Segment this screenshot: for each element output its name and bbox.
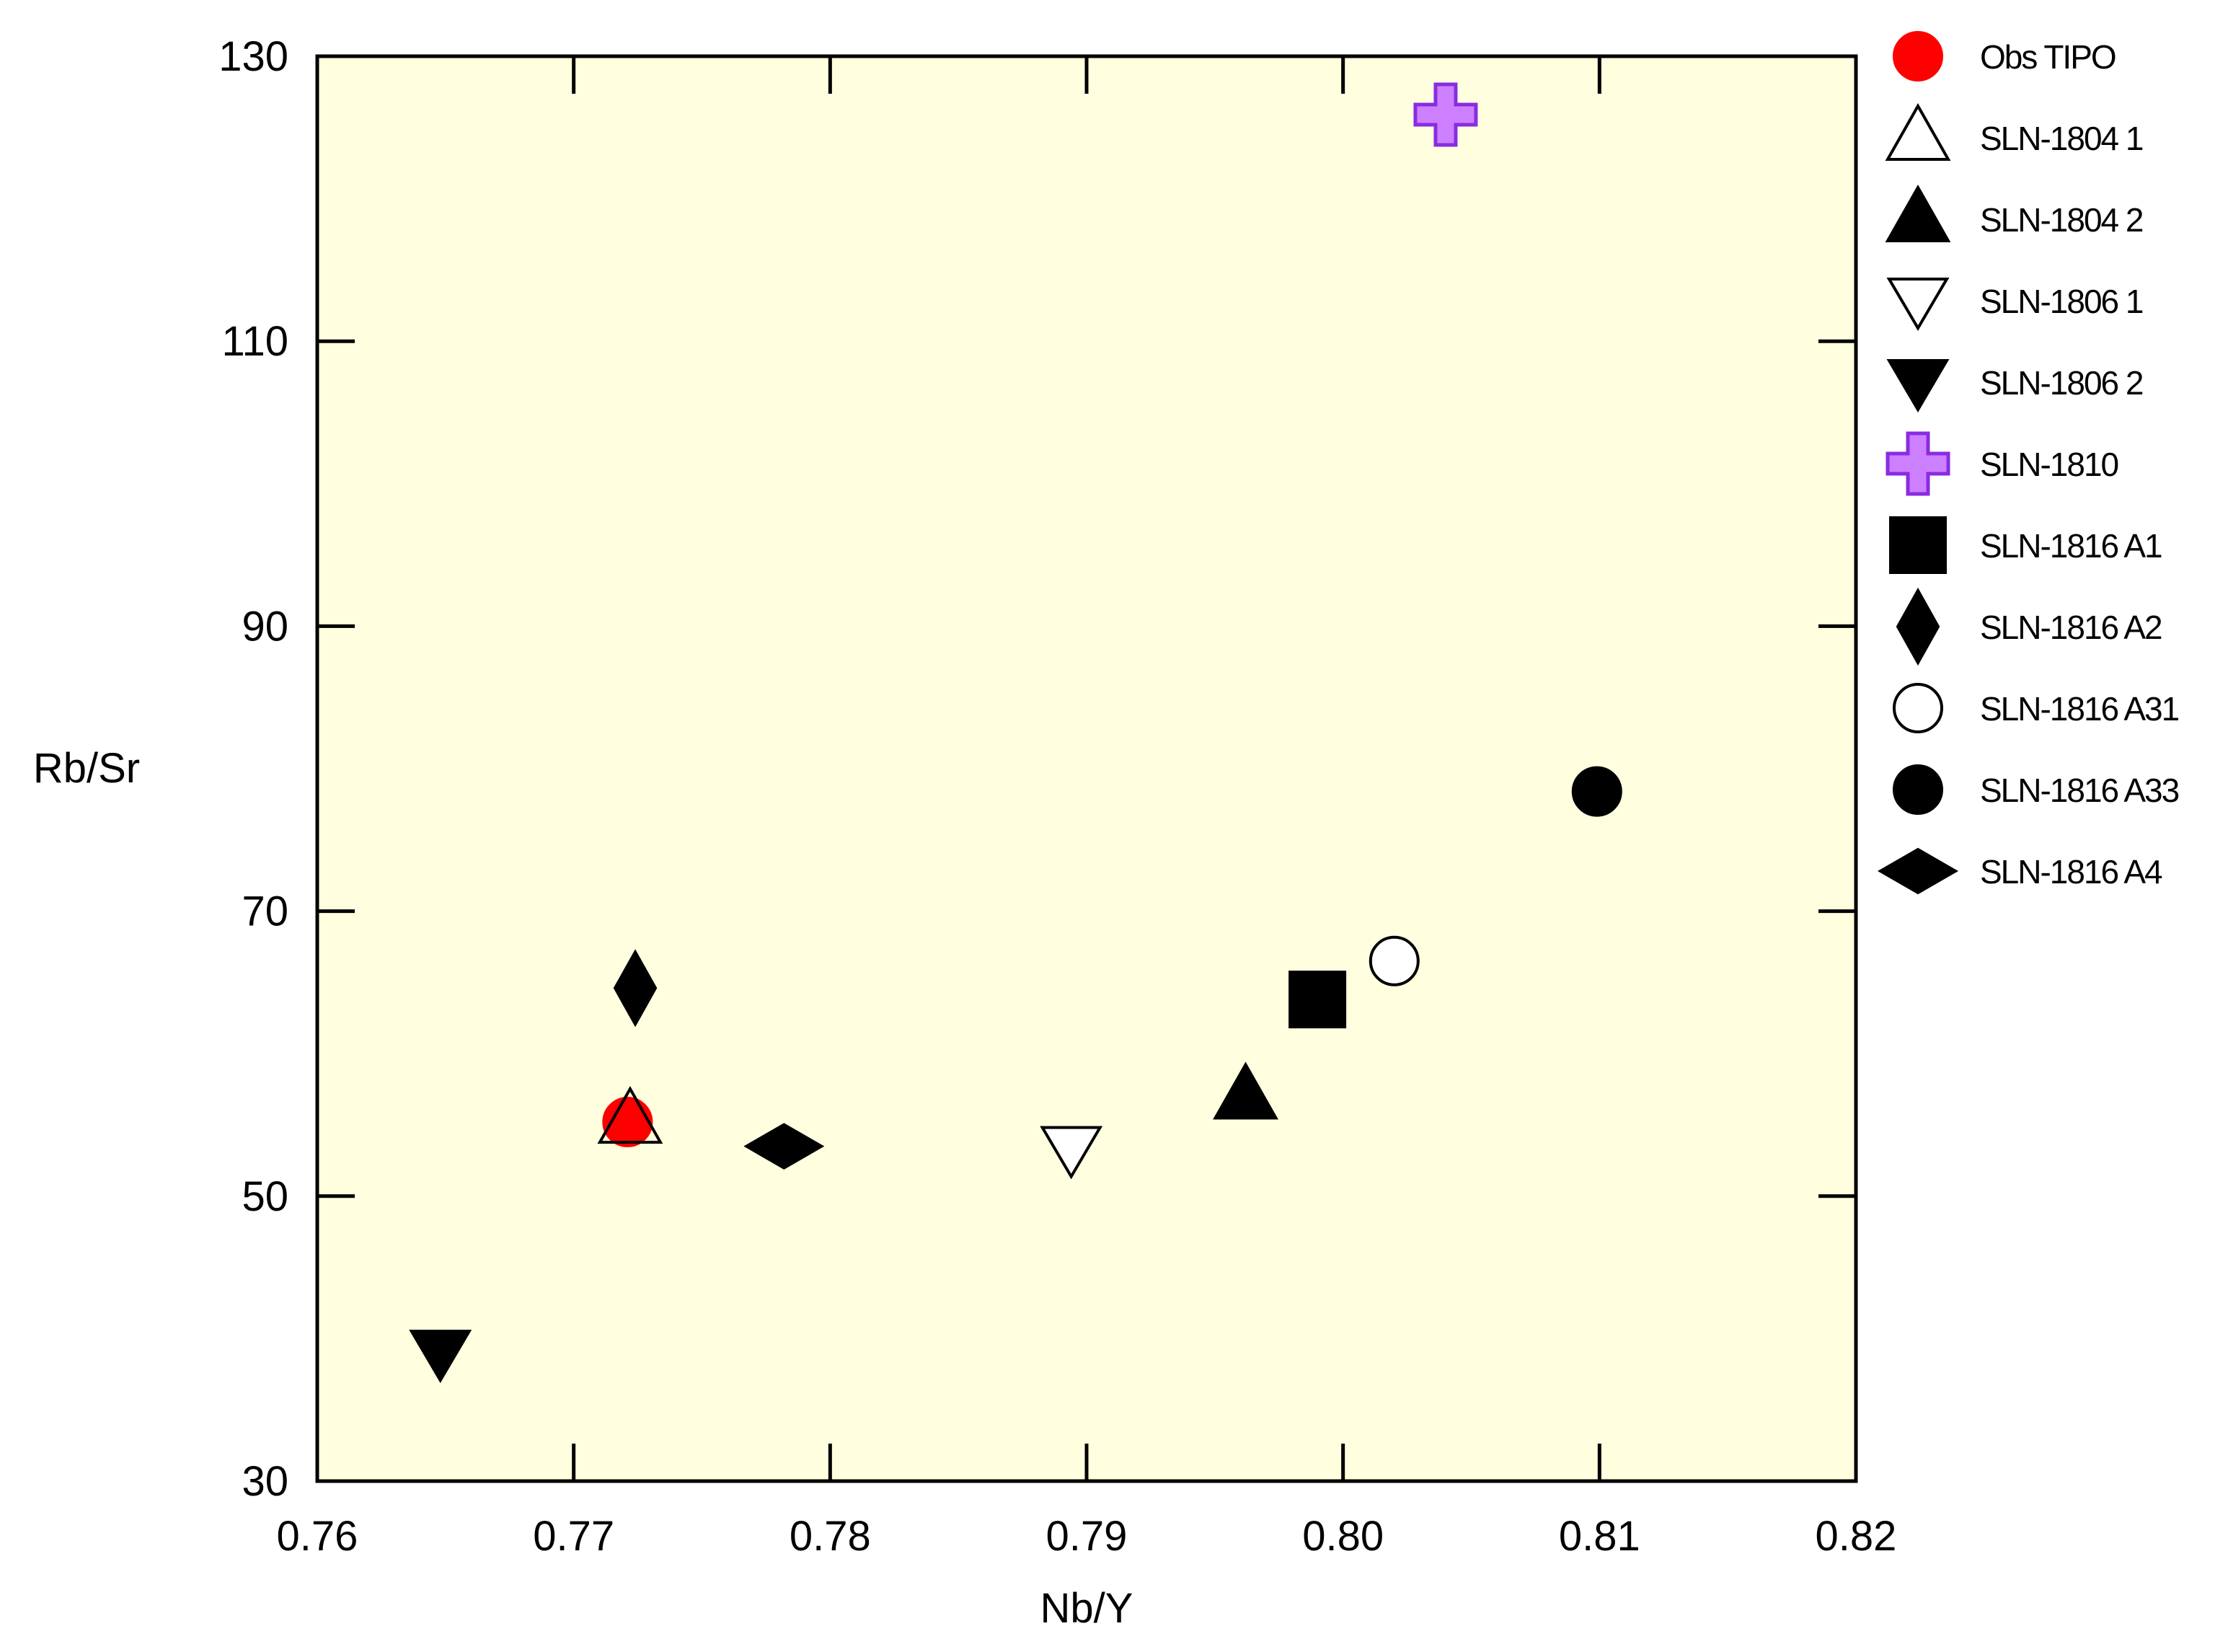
legend-item: SLN-1804 1 bbox=[1885, 102, 2144, 161]
legend-item: SLN-1804 2 bbox=[1885, 184, 2144, 242]
y-tick-label: 110 bbox=[222, 318, 288, 365]
legend-item: SLN-1816 A31 bbox=[1893, 683, 2180, 733]
point-sln-1816-a33 bbox=[1571, 766, 1622, 817]
x-tick-label: 0.82 bbox=[1816, 1513, 1897, 1560]
legend-item: SLN-1806 2 bbox=[1886, 359, 2144, 412]
legend-marker bbox=[1893, 31, 1943, 81]
x-axis-title: Nb/Y bbox=[1040, 1585, 1133, 1632]
point-obs-tipo bbox=[602, 1097, 653, 1148]
point-sln-1816-a2 bbox=[613, 949, 658, 1028]
legend-label: SLN-1816 A2 bbox=[1980, 609, 2162, 646]
legend-label: SLN-1816 A31 bbox=[1980, 690, 2179, 728]
legend-item: SLN-1806 1 bbox=[1886, 278, 2144, 331]
legend-label: SLN-1816 A4 bbox=[1980, 853, 2162, 891]
y-tick-labels: 30 50 70 90 110 130 bbox=[218, 33, 288, 1505]
legend-marker bbox=[1896, 587, 1940, 666]
y-tick-label: 70 bbox=[242, 888, 288, 935]
legend: Obs TIPO SLN-1804 1 SLN-1804 2 SLN-1806 1 SL… bbox=[1877, 31, 2180, 895]
point-sln-1816-a4 bbox=[743, 1123, 825, 1170]
legend-item: SLN-1810 bbox=[1886, 431, 2120, 496]
x-tick-label: 0.76 bbox=[277, 1513, 358, 1560]
y-axis-title: Rb/Sr bbox=[33, 745, 140, 792]
legend-label: SLN-1816 A1 bbox=[1980, 527, 2162, 565]
legend-label: SLN-1806 2 bbox=[1980, 364, 2143, 402]
legend-label: SLN-1816 A33 bbox=[1980, 772, 2179, 809]
legend-item: SLN-1816 A1 bbox=[1889, 516, 2163, 574]
legend-item: SLN-1816 A2 bbox=[1896, 587, 2163, 666]
point-sln-1806-2 bbox=[409, 1330, 472, 1384]
legend-label: SLN-1804 2 bbox=[1980, 201, 2143, 239]
legend-marker bbox=[1893, 764, 1943, 815]
legend-item: SLN-1816 A33 bbox=[1893, 764, 2180, 815]
legend-item: Obs TIPO bbox=[1893, 31, 2117, 81]
legend-marker bbox=[1877, 847, 1959, 895]
legend-marker bbox=[1886, 431, 1950, 496]
legend-item: SLN-1816 A4 bbox=[1877, 847, 2164, 895]
axis-ticks bbox=[315, 54, 1858, 1483]
x-tick-label: 0.77 bbox=[533, 1513, 614, 1560]
point-sln-1810 bbox=[1413, 82, 1478, 147]
legend-label: SLN-1810 bbox=[1980, 446, 2118, 483]
legend-label: SLN-1806 1 bbox=[1980, 283, 2143, 320]
legend-label: Obs TIPO bbox=[1980, 38, 2116, 76]
data-points bbox=[409, 82, 1622, 1384]
x-tick-label: 0.79 bbox=[1046, 1513, 1128, 1560]
legend-marker bbox=[1885, 102, 1951, 161]
point-sln-1806-1 bbox=[1040, 1126, 1103, 1180]
y-tick-label: 30 bbox=[242, 1458, 288, 1505]
x-tick-label: 0.80 bbox=[1302, 1513, 1384, 1560]
legend-marker bbox=[1893, 683, 1943, 733]
point-sln-1816-a1 bbox=[1288, 971, 1347, 1029]
x-tick-label: 0.81 bbox=[1559, 1513, 1640, 1560]
x-tick-label: 0.78 bbox=[790, 1513, 871, 1560]
plot-area bbox=[315, 54, 1858, 1483]
point-sln-1804-1 bbox=[597, 1086, 663, 1144]
legend-marker bbox=[1886, 278, 1950, 331]
point-sln-1816-a31 bbox=[1369, 935, 1420, 986]
y-tick-label: 130 bbox=[218, 33, 288, 80]
y-tick-label: 50 bbox=[242, 1173, 288, 1220]
legend-marker bbox=[1886, 359, 1950, 412]
point-sln-1804-2 bbox=[1213, 1061, 1278, 1120]
x-tick-labels: 0.76 0.77 0.78 0.79 0.80 0.81 0.82 bbox=[277, 1513, 1897, 1560]
legend-label: SLN-1804 1 bbox=[1980, 120, 2143, 157]
y-tick-label: 90 bbox=[242, 603, 288, 650]
legend-marker bbox=[1889, 516, 1947, 574]
legend-marker bbox=[1885, 184, 1951, 242]
